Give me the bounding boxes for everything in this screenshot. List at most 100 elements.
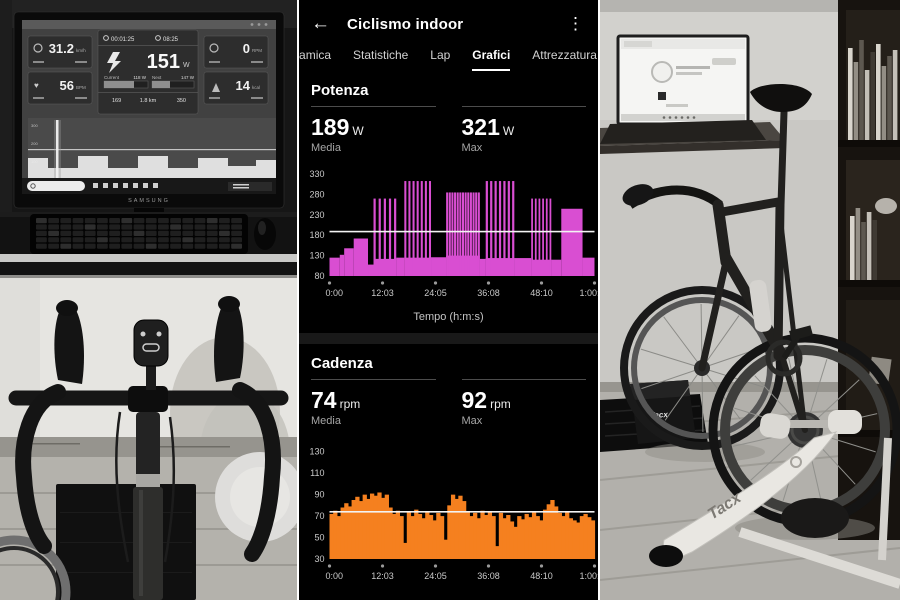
workout-profile-chart: 300 200 100 <box>28 118 276 178</box>
browser-logo <box>651 61 673 83</box>
svg-text:90: 90 <box>314 490 324 500</box>
hr-unit: BPM <box>76 85 86 90</box>
front-wheel-block: Tacx <box>600 380 708 452</box>
mouse <box>254 218 276 250</box>
calories-unit: kcal <box>252 85 260 90</box>
next-label: Next <box>152 75 162 80</box>
cadence-value: 0 <box>243 41 250 56</box>
right-brake-hood <box>214 306 244 382</box>
bike-trainer-photo-panel: Tacx <box>600 0 900 600</box>
svg-text:230: 230 <box>309 210 324 220</box>
remaining-time: 08:25 <box>163 37 179 43</box>
top-tube <box>717 197 783 217</box>
svg-text:36:08: 36:08 <box>477 288 500 298</box>
cadence-tile: 0 RPM <box>203 35 269 69</box>
next-value: 147 W <box>181 75 195 80</box>
power-section-title: Potenza <box>311 82 369 99</box>
svg-text:130: 130 <box>309 447 324 457</box>
power-max-unit: W <box>502 124 515 138</box>
cadence-avg-value: 74 <box>311 387 337 413</box>
svg-text:24:05: 24:05 <box>424 571 447 581</box>
crank-arm <box>781 334 801 360</box>
activity-title: Ciclismo indoor <box>347 15 464 33</box>
svg-text:50: 50 <box>314 533 324 543</box>
handlebar-photo <box>0 262 297 600</box>
water-bottle <box>749 279 772 332</box>
power-chart[interactable]: 330 280 230 180 130 80 0:00 12:03 24:05 36:08 48:1… <box>299 160 598 302</box>
target-cadence: 169 <box>112 98 121 104</box>
distance: 1.8 km <box>140 98 157 104</box>
power-tile: 00:01:25 08:25 151 W Current 118 W Next … <box>97 29 199 115</box>
svg-text:70: 70 <box>314 511 324 521</box>
svg-text:0:00: 0:00 <box>326 288 344 298</box>
power-avg-stat: 189 W Media <box>311 106 436 154</box>
garmin-app-panel: ← Ciclismo indoor ⋮ Panoramica Statistic… <box>299 0 598 600</box>
cadence-stats: 74 rpm Media 92 rpm Max <box>299 379 598 427</box>
stem-clamp <box>128 386 168 412</box>
calories-tile: 14 kcal <box>203 71 269 105</box>
svg-text:36:08: 36:08 <box>477 571 500 581</box>
tab-lap[interactable]: Lap <box>430 48 451 62</box>
svg-text:0:00: 0:00 <box>326 571 344 581</box>
chain-stay <box>779 353 808 433</box>
cadence-max-value: 92 <box>461 387 488 413</box>
power-avg-unit: W <box>352 124 364 138</box>
svg-text:200: 200 <box>31 141 38 146</box>
section-divider <box>299 333 598 344</box>
keyboard-keys <box>36 218 242 249</box>
left-brake-hood <box>54 310 84 384</box>
power-avg-value: 189 <box>311 114 350 140</box>
svg-text:330: 330 <box>309 169 324 179</box>
elapsed-time: 00:01:25 <box>111 37 135 43</box>
tab-grafici[interactable]: Grafici <box>472 44 510 71</box>
brake-cable <box>115 411 130 563</box>
svg-text:280: 280 <box>309 189 324 199</box>
speed-value: 31.2 <box>49 41 74 56</box>
svg-text:12:03: 12:03 <box>371 288 394 298</box>
cadence-avg-unit: rpm <box>339 397 361 411</box>
svg-text:1:00:13: 1:00:13 <box>579 571 598 581</box>
left-drop <box>15 384 66 554</box>
cadence-avg-stat: 74 rpm Media <box>311 379 436 427</box>
taskbar-search-input <box>27 181 85 191</box>
tab-panoramica[interactable]: Panoramica <box>299 48 332 62</box>
svg-text:24:05: 24:05 <box>424 288 447 298</box>
svg-text:48:10: 48:10 <box>530 288 553 298</box>
seat-stay <box>776 204 808 433</box>
laptop-desk <box>600 34 785 154</box>
power-max-value: 321 <box>461 114 500 140</box>
svg-text:110: 110 <box>310 468 324 478</box>
stopwatch-icon <box>103 35 109 41</box>
computer-mount <box>133 319 169 390</box>
tab-attrezzatura[interactable]: Attrezzatura <box>532 48 597 62</box>
books <box>848 40 898 140</box>
power-chart-xlabel: Tempo (h:m:s) <box>413 311 484 323</box>
wheel-block-logo: Tacx <box>650 410 669 420</box>
spare-wheel <box>0 535 71 600</box>
cadence-chart[interactable]: 130 110 90 70 50 30 0:00 12:03 24:05 36:08 48:10 1:… <box>299 433 598 585</box>
svg-text:130: 130 <box>309 251 324 261</box>
pedal <box>789 325 813 341</box>
kebab-menu-icon[interactable]: ⋮ <box>567 14 584 33</box>
trainer-foot <box>649 545 683 567</box>
search-icon <box>30 183 36 189</box>
crankset <box>765 339 803 377</box>
resistance-unit <box>781 498 849 538</box>
svg-text:1:00:13: 1:00:13 <box>579 288 598 298</box>
right-drop <box>232 382 281 562</box>
svg-text:80: 80 <box>314 271 324 281</box>
tab-statistiche[interactable]: Statistiche <box>352 48 409 62</box>
speed-tile: 31.2 km/h <box>27 35 93 69</box>
books <box>850 208 877 280</box>
current-label: Current <box>104 75 120 80</box>
back-icon[interactable]: ← <box>311 13 330 34</box>
bike-trainer-photo: Tacx <box>600 0 900 600</box>
countdown-icon <box>155 35 161 41</box>
current-value: 118 W <box>133 75 146 80</box>
cadence-section-title: Cadenza <box>311 355 373 372</box>
app-header: ← Ciclismo indoor ⋮ <box>299 0 598 44</box>
power-value: 151 <box>147 51 180 73</box>
speed-unit: km/h <box>76 48 86 53</box>
frame <box>698 108 808 433</box>
